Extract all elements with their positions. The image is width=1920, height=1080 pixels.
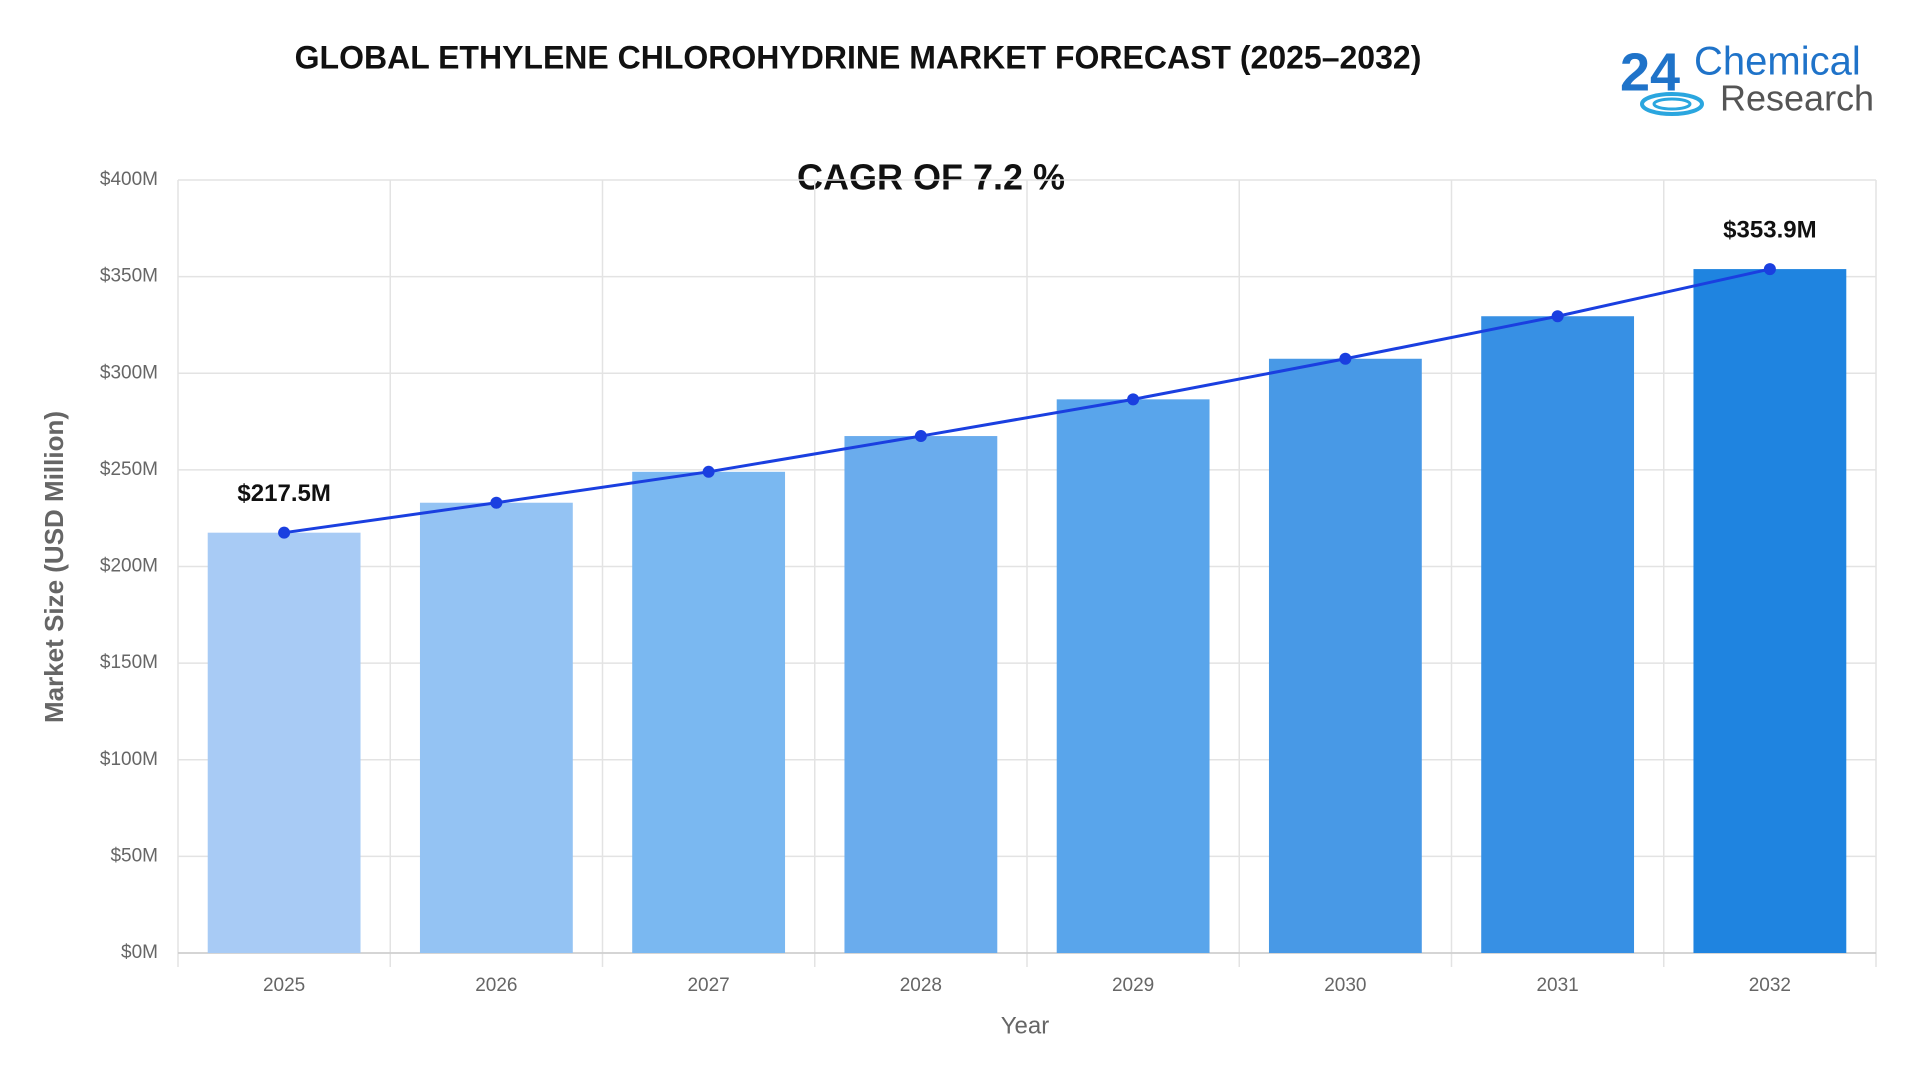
x-tick-label: 2028 (900, 975, 942, 996)
value-label: $353.9M (1723, 216, 1816, 243)
value-label: $217.5M (237, 480, 330, 507)
bar (207, 532, 361, 953)
x-tick-label: 2031 (1536, 975, 1578, 996)
trend-point (1763, 263, 1776, 276)
bar (1481, 316, 1635, 954)
x-tick-label: 2029 (1112, 975, 1154, 996)
logo-text: Chemical (1694, 40, 1861, 84)
trend-point (490, 496, 503, 509)
x-tick-label: 2025 (263, 975, 305, 996)
logo: 24 Chemical Research (1620, 40, 1874, 119)
y-tick-label: $300M (100, 362, 158, 383)
bar (1056, 399, 1210, 953)
logo-ring (1640, 92, 1704, 116)
trend-point (914, 430, 927, 443)
chart-subtitle: CAGR OF 7.2 % (797, 157, 1065, 198)
y-tick-label: $200M (100, 556, 158, 577)
y-tick-label: $250M (100, 459, 158, 480)
bar (419, 502, 573, 953)
x-axis-title: Year (1001, 1012, 1050, 1039)
trend-point (278, 526, 291, 539)
bar (1693, 269, 1847, 953)
bar (844, 436, 998, 953)
y-tick-label: $50M (110, 845, 158, 866)
y-tick-label: $0M (121, 942, 158, 963)
trend-point (1551, 310, 1564, 323)
y-axis-title: Market Size (USD Million) (39, 411, 69, 723)
trend-point (1127, 393, 1140, 406)
y-tick-label: $150M (100, 652, 158, 673)
y-tick-label: $350M (100, 266, 158, 287)
bar (1268, 358, 1422, 954)
y-tick-label: $100M (100, 749, 158, 770)
logo-ring (1652, 97, 1692, 111)
chart-title: GLOBAL ETHYLENE CHLOROHYDRINE MARKET FOR… (295, 39, 1422, 75)
x-tick-label: 2032 (1749, 975, 1791, 996)
trend-point (702, 465, 715, 478)
trend-line (283, 267, 1771, 535)
y-tick-label: $400M (100, 169, 158, 190)
logo-text: Research (1720, 78, 1874, 119)
x-tick-label: 2026 (475, 975, 517, 996)
x-tick-label: 2027 (687, 975, 729, 996)
x-tick-label: 2030 (1324, 975, 1366, 996)
bar (632, 471, 786, 953)
logo-number: 24 (1620, 42, 1680, 102)
trend-point (1339, 352, 1352, 365)
